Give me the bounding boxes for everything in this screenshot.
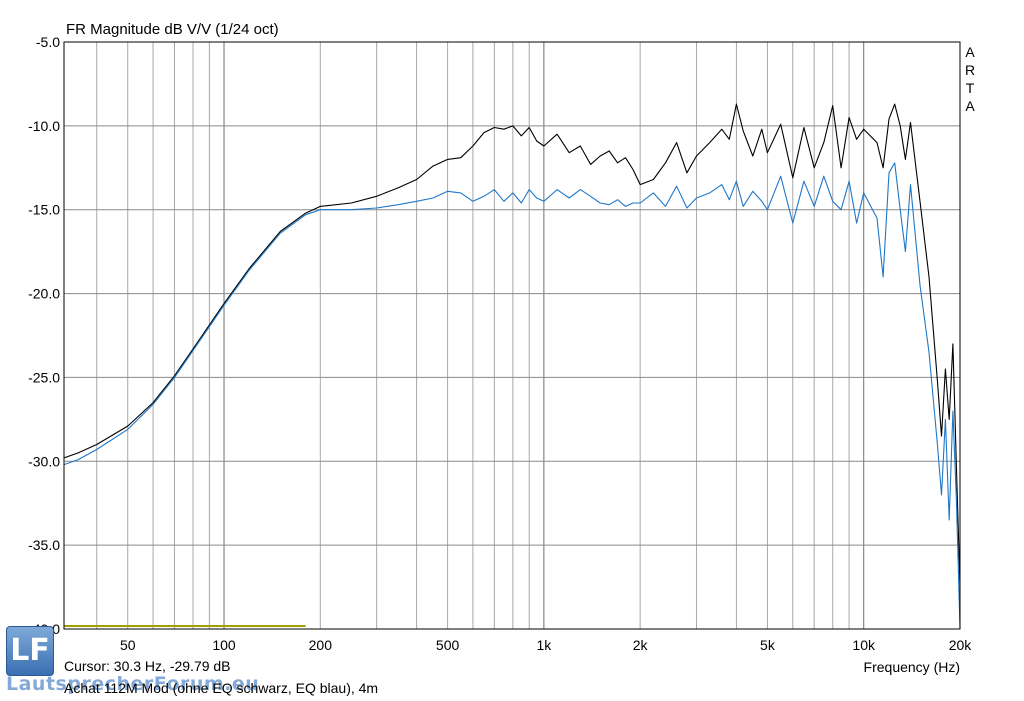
arta-letter: A: [965, 98, 975, 114]
x-tick-label: 5k: [760, 637, 776, 653]
plot-frame: [63, 41, 961, 630]
measurement-caption: Achat 112M Mod (ohne EQ schwarz, EQ blau…: [64, 680, 379, 696]
arta-letter: T: [966, 80, 975, 96]
x-tick-label: 10k: [852, 637, 876, 653]
x-tick-label: 200: [309, 637, 333, 653]
forum-watermark: LautsprecherForum.eu: [6, 673, 260, 695]
y-tick-label: -15.0: [28, 202, 60, 218]
y-tick-label: -35.0: [28, 537, 60, 553]
series-line-blue: [63, 162, 961, 630]
x-tick-label: 500: [436, 637, 460, 653]
x-tick-label: 2k: [633, 637, 649, 653]
y-tick-label: -30.0: [28, 453, 60, 469]
grid-lines: [64, 41, 960, 630]
chart-title: FR Magnitude dB V/V (1/24 oct): [66, 21, 279, 38]
x-tick-label: 20k: [949, 637, 973, 653]
x-tick-labels: 50 100 200 500 1k 2k 5k 10k 20k: [120, 637, 972, 653]
y-tick-label: -10.0: [28, 118, 60, 134]
series-line-black: [63, 103, 961, 588]
lf-logo: LF: [6, 626, 54, 676]
x-tick-label: 1k: [536, 637, 552, 653]
arta-letter: A: [965, 44, 975, 60]
x-tick-label: 100: [212, 637, 236, 653]
y-tick-label: -25.0: [28, 369, 60, 385]
x-tick-label: 50: [120, 637, 136, 653]
y-tick-label: -20.0: [28, 286, 60, 302]
arta-letter: R: [965, 62, 975, 78]
y-tick-labels: -5.0-10.0-15.0-20.0-25.0-30.0-35.0-40.0: [28, 34, 60, 637]
series-lines: [63, 103, 961, 630]
y-tick-label: -5.0: [36, 34, 60, 50]
cursor-readout: Cursor: 30.3 Hz, -29.79 dB: [64, 658, 231, 674]
plot-area: [63, 41, 961, 630]
x-axis-label: Frequency (Hz): [864, 659, 960, 675]
